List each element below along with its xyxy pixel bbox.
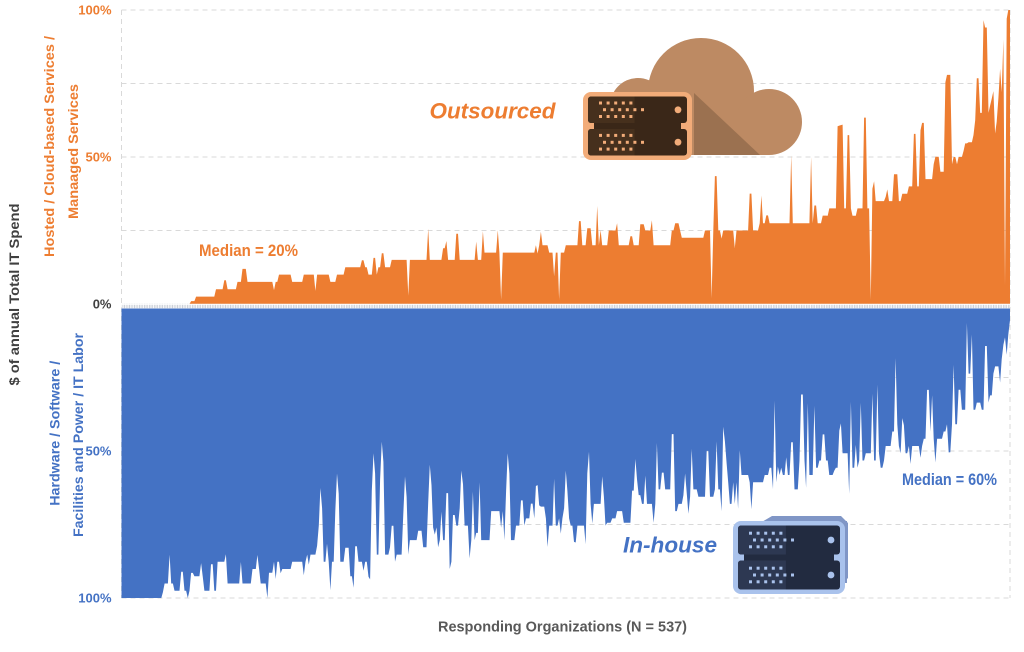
svg-text:0%: 0% bbox=[93, 297, 112, 312]
svg-text:100%: 100% bbox=[78, 3, 112, 18]
svg-text:Hosted / Cloud-based Services: Hosted / Cloud-based Services / bbox=[41, 36, 57, 257]
svg-text:Hardware / Software /: Hardware / Software / bbox=[47, 361, 63, 506]
svg-text:Manaaged Services: Manaaged Services bbox=[65, 84, 81, 219]
svg-text:Outsourced: Outsourced bbox=[430, 99, 557, 124]
svg-text:Facilities and Power / IT Labo: Facilities and Power / IT Labor bbox=[70, 332, 86, 537]
svg-text:Median = 20%: Median = 20% bbox=[199, 242, 298, 260]
svg-text:50%: 50% bbox=[85, 444, 111, 459]
svg-text:100%: 100% bbox=[78, 591, 112, 606]
svg-text:Responding Organizations (N =: Responding Organizations (N = 537) bbox=[438, 620, 687, 636]
svg-text:$ of annual Total IT Spend: $ of annual Total IT Spend bbox=[6, 204, 22, 386]
svg-text:Median = 60%: Median = 60% bbox=[902, 471, 997, 489]
svg-text:50%: 50% bbox=[85, 150, 111, 165]
svg-text:In-house: In-house bbox=[623, 533, 717, 558]
